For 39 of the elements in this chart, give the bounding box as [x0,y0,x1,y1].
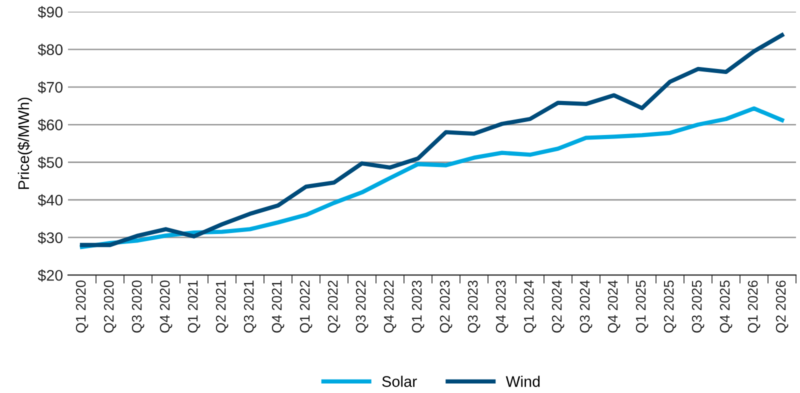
x-tick-label: Q2 2026 [776,280,788,333]
y-tick-label: $70 [38,81,63,94]
x-tick-label: Q3 2025 [692,280,704,333]
x-tick-label: Q1 2025 [636,280,648,333]
x-tick-label: Q3 2022 [356,280,368,333]
y-tick-label: $50 [38,156,63,169]
x-tick-label: Q3 2024 [580,280,592,333]
x-tick-label: Q3 2023 [468,280,480,333]
line-series [80,106,784,249]
x-tick-label: Q2 2021 [216,280,228,333]
x-tick-label: Q4 2020 [160,280,172,333]
line-series [80,33,784,248]
y-tick-label: $80 [38,44,63,56]
x-tick-label: Q1 2021 [188,280,200,333]
y-tick-label: $20 [38,269,63,282]
x-tick-label: Q2 2020 [104,280,116,333]
x-tick-label: Q4 2022 [384,280,396,333]
x-tick-label: Q4 2021 [272,280,284,333]
y-tick-label: $90 [38,6,63,18]
y-tick-label: $60 [38,118,63,132]
x-tick-label: Q1 2022 [300,280,312,333]
x-tick-label: Q1 2024 [524,280,536,333]
x-tick-label: Q4 2024 [608,280,620,333]
x-tick-label: Q4 2025 [720,280,732,333]
x-tick-label: Q4 2023 [496,280,508,333]
y-tick-label: $30 [38,232,63,244]
x-tick-label: Q2 2023 [440,280,452,333]
x-tick-label: Q3 2021 [244,280,256,333]
legend-label: Solar [382,376,417,387]
x-tick-label: Q3 2020 [132,280,144,333]
x-tick-label: Q2 2024 [552,280,564,333]
x-tick-label: Q2 2025 [664,280,676,333]
y-tick-label: $40 [38,194,63,206]
y-axis-title: Price($/MWh) [18,98,32,189]
x-tick-label: Q1 2023 [412,280,424,333]
x-tick-label: Q2 2022 [328,280,340,333]
x-tick-label: Q1 2026 [748,280,760,333]
legend-label: Wind [506,376,540,387]
x-tick-label: Q1 2020 [76,280,88,333]
